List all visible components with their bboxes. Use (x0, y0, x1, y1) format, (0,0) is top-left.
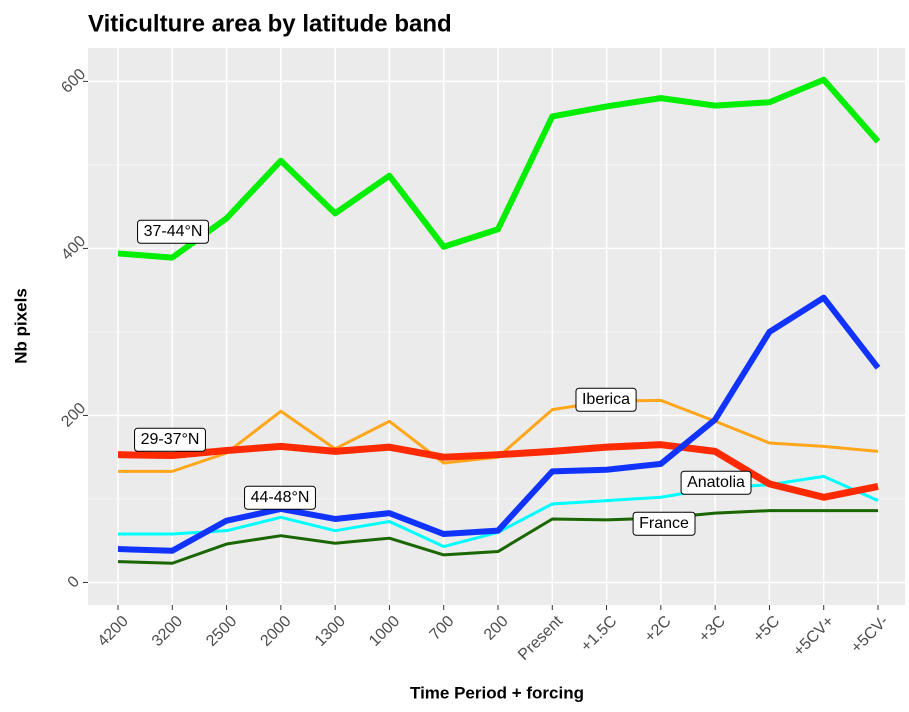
x-tick-label: Present (515, 612, 566, 663)
series-label: 37-44°N (137, 219, 209, 244)
series-label-box (134, 427, 206, 452)
x-tick-label: 200 (481, 613, 512, 644)
series-label-box (137, 219, 209, 244)
x-axis-title: Time Period + forcing (410, 683, 584, 702)
series-label-box (244, 485, 316, 510)
y-axis-title: Nb pixels (11, 288, 30, 364)
x-tick-label: 3200 (149, 613, 186, 650)
series-label: 44-48°N (244, 485, 316, 510)
x-tick-label: +5CV- (848, 613, 892, 657)
x-tick-label: 2500 (203, 613, 240, 650)
series-label: Anatolia (680, 470, 752, 495)
series-line (117, 294, 881, 554)
x-tick-label: +1.5C (578, 613, 621, 656)
x-tick-label: +2C (642, 613, 675, 646)
series-line (117, 509, 878, 565)
x-tick-label: +5C (750, 613, 783, 646)
series-label-text: Iberica (582, 391, 630, 408)
x-tick-label: +5CV+ (790, 613, 837, 660)
series-label: 29-37°N (134, 427, 206, 452)
series-label-text: France (639, 515, 689, 532)
series-label-text: 37-44°N (144, 223, 203, 240)
chart-title: Viticulture area by latitude band (88, 10, 452, 37)
x-tick-label: +3C (696, 613, 729, 646)
x-tick-label: 1000 (366, 613, 403, 650)
x-tick-label: 2000 (257, 613, 294, 650)
series-label-text: Anatolia (687, 474, 745, 491)
series-label-box (680, 470, 752, 495)
y-tick-label: 400 (58, 233, 89, 264)
series-label: Iberica (575, 387, 637, 412)
series-line (117, 76, 881, 261)
x-tick-label: 1300 (312, 613, 349, 650)
series-label-box (575, 387, 637, 412)
x-tick-label: 4200 (95, 613, 132, 650)
series-label: France (632, 511, 696, 536)
series-label-box (632, 511, 696, 536)
y-tick-label: 200 (58, 400, 89, 431)
series-label-text: 29-37°N (141, 431, 200, 448)
y-tick-label: 600 (58, 66, 89, 97)
series-label-text: 44-48°N (251, 489, 310, 506)
y-tick-label: 0 (65, 573, 83, 591)
x-tick-label: 700 (427, 613, 458, 644)
